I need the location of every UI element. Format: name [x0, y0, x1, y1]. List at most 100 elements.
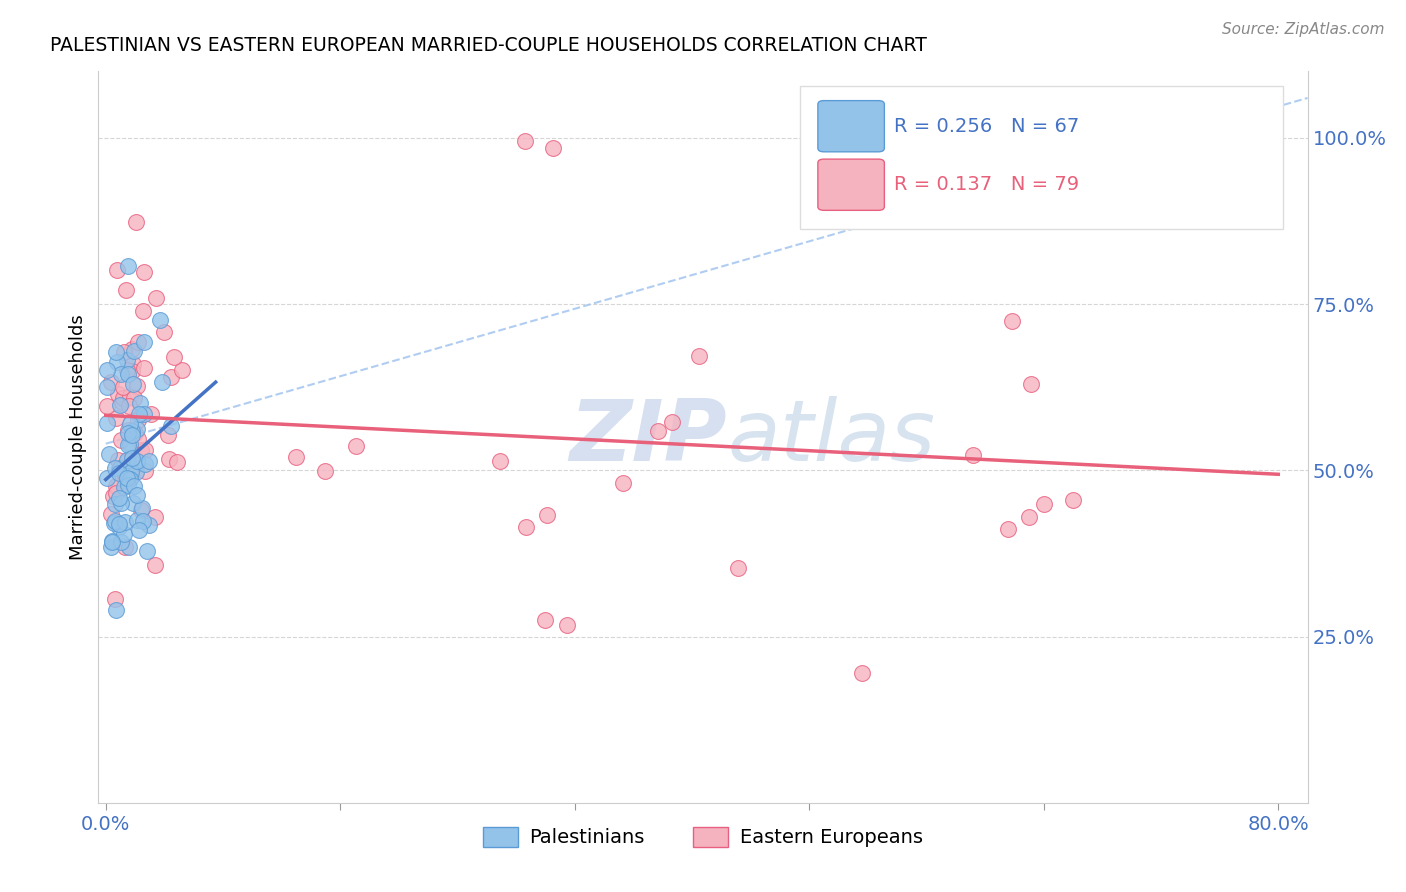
Point	[489, 454, 512, 468]
Point	[132, 407, 155, 421]
Point	[100, 507, 122, 521]
Text: ZIP: ZIP	[569, 395, 727, 479]
FancyBboxPatch shape	[800, 86, 1284, 228]
Point	[170, 363, 193, 377]
Point	[103, 516, 125, 531]
Point	[103, 460, 125, 475]
Point	[96, 399, 118, 413]
Point	[160, 418, 183, 433]
Y-axis label: Married-couple Households: Married-couple Households	[69, 314, 87, 560]
Point	[134, 442, 156, 457]
Point	[124, 426, 146, 441]
Point	[160, 370, 183, 384]
Point	[96, 417, 118, 431]
Point	[96, 363, 118, 377]
Point	[104, 486, 127, 500]
Point	[1018, 509, 1040, 524]
Point	[104, 345, 127, 359]
Point	[1001, 314, 1024, 328]
Point	[108, 398, 131, 412]
Point	[557, 617, 579, 632]
Point	[117, 472, 139, 486]
Point	[108, 516, 131, 531]
Point	[121, 377, 143, 392]
Point	[131, 501, 153, 516]
Point	[105, 263, 128, 277]
Point	[105, 355, 128, 369]
Point	[153, 325, 176, 339]
Point	[104, 497, 127, 511]
Point	[115, 283, 138, 297]
Point	[856, 214, 879, 228]
Point	[534, 613, 557, 627]
Point	[128, 523, 150, 537]
Point	[112, 344, 135, 359]
Point	[121, 364, 143, 378]
Point	[727, 560, 749, 574]
Point	[110, 534, 132, 549]
Point	[115, 363, 138, 377]
Point	[118, 389, 141, 403]
Point	[127, 379, 149, 393]
Text: Source: ZipAtlas.com: Source: ZipAtlas.com	[1222, 22, 1385, 37]
FancyBboxPatch shape	[818, 101, 884, 152]
Legend: Palestinians, Eastern Europeans: Palestinians, Eastern Europeans	[475, 819, 931, 855]
Point	[136, 544, 159, 558]
Point	[132, 334, 155, 349]
Point	[110, 433, 132, 447]
Point	[1032, 497, 1054, 511]
Point	[120, 469, 142, 483]
Point	[107, 387, 129, 401]
Point	[121, 424, 143, 438]
Point	[541, 141, 564, 155]
Point	[117, 368, 139, 382]
Point	[128, 407, 150, 421]
Point	[104, 514, 127, 528]
Point	[114, 468, 136, 483]
Point	[166, 455, 188, 469]
Point	[1062, 493, 1084, 508]
Point	[120, 437, 142, 451]
Point	[139, 407, 162, 421]
Point	[285, 450, 308, 464]
Point	[100, 540, 122, 554]
Point	[108, 520, 131, 534]
Point	[612, 476, 634, 491]
Point	[124, 392, 146, 406]
Point	[150, 375, 173, 389]
Point	[105, 603, 128, 617]
Point	[647, 424, 669, 438]
Point	[118, 417, 141, 432]
Point	[112, 391, 135, 405]
Point	[110, 368, 132, 382]
Point	[138, 454, 160, 468]
Point	[129, 396, 152, 410]
Point	[114, 515, 136, 529]
Point	[108, 462, 131, 476]
Point	[111, 394, 134, 409]
Point	[145, 291, 167, 305]
Point	[125, 466, 148, 480]
Point	[314, 465, 336, 479]
Point	[134, 464, 156, 478]
Point	[121, 342, 143, 356]
Point	[111, 380, 134, 394]
Point	[96, 380, 118, 394]
Point	[117, 453, 139, 467]
Point	[118, 540, 141, 554]
Point	[134, 457, 156, 471]
Point	[122, 343, 145, 358]
Point	[125, 454, 148, 468]
Point	[132, 264, 155, 278]
Point	[107, 466, 129, 480]
Point	[117, 478, 139, 492]
Point	[344, 439, 367, 453]
Point	[101, 489, 124, 503]
Point	[107, 481, 129, 495]
Point	[661, 415, 683, 429]
Point	[104, 479, 127, 493]
Point	[127, 412, 149, 426]
Point	[117, 259, 139, 273]
Point	[112, 480, 135, 494]
Point	[125, 513, 148, 527]
